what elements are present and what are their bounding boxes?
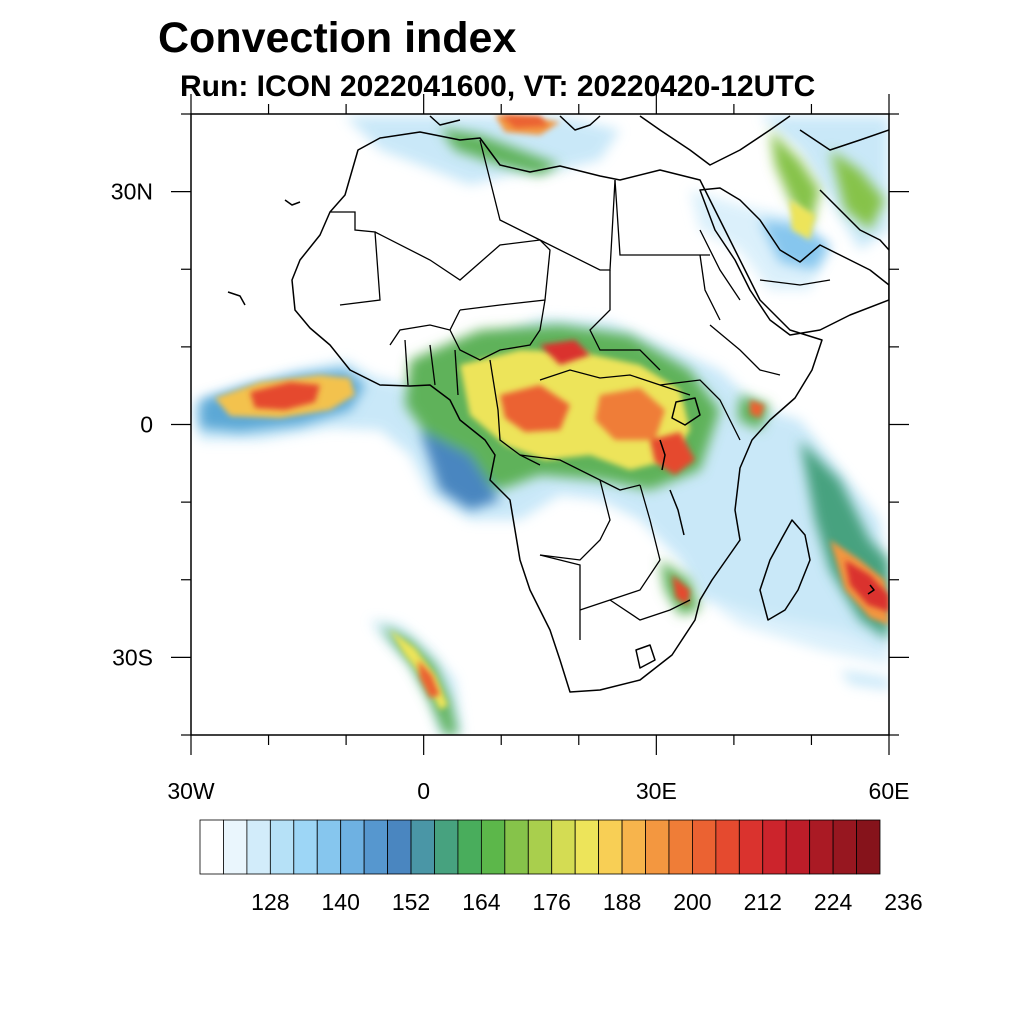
map-subtitle: Run: ICON 2022041600, VT: 20220420-12UTC (180, 70, 816, 103)
lon-tick-label: 0 (417, 778, 430, 804)
colorbar-label: 224 (814, 889, 853, 915)
colorbar-label: 212 (744, 889, 782, 915)
colorbar-swatch (480, 819, 506, 875)
colorbar-swatch (457, 819, 482, 875)
colorbar-swatch (832, 819, 857, 875)
colorbar-swatch (387, 819, 412, 875)
colorbar-swatch (199, 819, 224, 875)
colorbar-label: 152 (392, 889, 430, 915)
axis-tick-labels: 30N 0 30S 30W 0 30E 60E (111, 179, 910, 804)
colorbar-swatch (574, 819, 600, 875)
colorbar-swatch (434, 819, 459, 875)
colorbar-swatch (715, 819, 740, 875)
colorbar-swatch (738, 819, 764, 875)
colorbar-swatch (363, 819, 388, 875)
colorbar-swatch (645, 819, 670, 875)
colorbar-swatch (223, 819, 248, 875)
colorbar-label: 200 (673, 889, 711, 915)
lon-tick-label: 30E (636, 778, 677, 804)
colorbar-label: 164 (462, 889, 501, 915)
colorbar (199, 819, 881, 875)
colorbar-swatch (340, 819, 365, 875)
colorbar-swatch (504, 819, 529, 875)
colorbar-swatch (856, 819, 881, 875)
lat-tick-label: 0 (140, 412, 153, 438)
lon-tick-label: 60E (869, 778, 910, 804)
lat-tick-label: 30N (111, 179, 153, 205)
map-title: Convection index (158, 14, 517, 62)
colorbar-swatch (621, 819, 646, 875)
colorbar-swatch (762, 819, 787, 875)
colorbar-swatch (410, 819, 435, 875)
axis-ticks (171, 94, 909, 755)
colorbar-swatch (692, 819, 717, 875)
colorbar-swatch (293, 819, 318, 875)
colorbar-swatch (668, 819, 693, 875)
colorbar-swatch (316, 819, 342, 875)
lat-tick-label: 30S (112, 644, 153, 670)
coastlines (227, 115, 889, 693)
country-borders (330, 139, 831, 640)
lon-tick-label: 30W (167, 778, 215, 804)
colorbar-label: 128 (251, 889, 289, 915)
colorbar-label: 188 (603, 889, 641, 915)
colorbar-label: 140 (322, 889, 360, 915)
convection-field (193, 115, 889, 735)
colorbar-swatch (785, 819, 811, 875)
colorbar-swatch (269, 819, 295, 875)
colorbar-swatch (527, 819, 553, 875)
colorbar-swatch (246, 819, 271, 875)
colorbar-swatch (598, 819, 623, 875)
colorbar-label: 176 (533, 889, 571, 915)
colorbar-label: 236 (884, 889, 922, 915)
colorbar-swatch (809, 819, 834, 875)
colorbar-swatch (551, 819, 576, 875)
colorbar-labels: 128 140 152 164 176 188 200 212 224 236 (251, 889, 922, 915)
